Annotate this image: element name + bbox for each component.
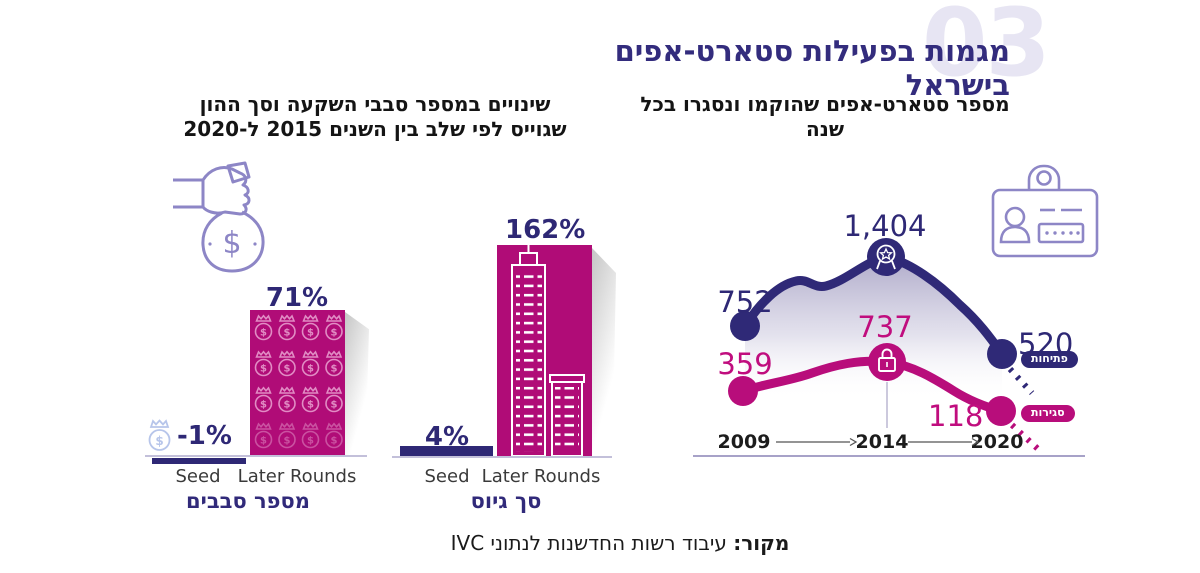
source-text: עיבוד רשות החדשנות לנתוני IVC xyxy=(450,531,727,555)
openings-peak-value: 1,404 xyxy=(843,209,927,243)
closures-end-value: 118 xyxy=(928,399,984,433)
openings-area xyxy=(745,257,1002,400)
id-card-icon xyxy=(991,164,1099,258)
openings-line xyxy=(740,252,1007,359)
bar-shadow-chart2 xyxy=(592,248,616,456)
year-arrow-icon xyxy=(908,437,980,447)
category-label-seed-chart2: Seed xyxy=(424,466,470,487)
seed-value-chart2: 4% xyxy=(424,422,470,452)
medal-icon xyxy=(876,244,896,270)
lock-icon xyxy=(878,348,896,372)
section-number: 03 xyxy=(922,0,1051,98)
page-title: מגמות בפעילות סטארט-אפים בישראל xyxy=(614,34,1010,102)
seed-value-chart1: -1% xyxy=(177,421,232,451)
seed-bar-chart2 xyxy=(400,446,493,456)
seed-moneybag-icon: $ xyxy=(148,419,171,451)
startups-line-chart xyxy=(728,238,1041,452)
openings-forecast-dotted xyxy=(1007,366,1035,396)
openings-peak-marker xyxy=(867,238,905,276)
openings-end-marker xyxy=(987,339,1017,369)
later-rounds-value-chart1: 71% xyxy=(265,283,329,313)
source-note: מקור: עיבוד רשות החדשנות לנתוני IVC xyxy=(320,531,920,555)
baseline-chart1 xyxy=(145,455,367,457)
closures-peak-value: 737 xyxy=(857,310,913,344)
year-label-2014: 2014 xyxy=(855,431,909,453)
later-rounds-value-chart2: 162% xyxy=(505,215,586,245)
source-prefix: מקור: xyxy=(733,531,790,555)
dollar-glyph: $ xyxy=(155,434,163,448)
bars-section-subtitle: שינויים במספר סבבי השקעה וסך ההון שגוייס… xyxy=(140,92,610,142)
closures-badge: סגירות xyxy=(1021,405,1075,422)
category-label-seed-chart1: Seed xyxy=(175,466,221,487)
category-label-later-chart1: Later Rounds xyxy=(237,466,357,487)
bars-subtitle-line1: שינויים במספר סבבי השקעה וסך ההון xyxy=(199,92,551,116)
skyscrapers-icon xyxy=(511,245,585,456)
year-label-2009: 2009 xyxy=(717,431,771,453)
chart2-title: סך גיוס xyxy=(470,489,542,513)
baseline-chart2 xyxy=(392,456,612,458)
bars-subtitle-line2: שגוייס לפי שלב בין השנים 2015 ל-2020 xyxy=(183,117,567,141)
hand-moneybag-icon: $ xyxy=(173,161,265,273)
later-rounds-bar-chart2 xyxy=(497,245,592,456)
chart1-title: מספר סבבים xyxy=(186,489,310,513)
closures-end-marker xyxy=(986,396,1016,426)
openings-badge: פתיחות xyxy=(1021,351,1078,368)
year-arrow-icon xyxy=(776,437,858,447)
dollar-glyph: $ xyxy=(222,226,241,261)
closures-start-value: 359 xyxy=(717,347,773,381)
openings-start-value: 752 xyxy=(717,285,773,319)
closures-start-marker xyxy=(728,376,758,406)
seed-value-group-chart1: $ -1% xyxy=(146,419,232,453)
closures-peak-marker xyxy=(868,343,906,381)
timeline-divider xyxy=(693,455,1085,457)
openings-start-marker xyxy=(730,311,760,341)
money-bag-pattern: $ xyxy=(254,314,343,449)
seed-bar-chart1 xyxy=(152,458,246,464)
category-label-later-chart2: Later Rounds xyxy=(481,466,601,487)
later-rounds-bar-chart1: $ xyxy=(250,310,345,455)
startups-subtitle: מספר סטארט-אפים שהוקמו ונסגרו בכל שנה xyxy=(640,92,1010,141)
year-label-2020: 2020 xyxy=(970,431,1024,453)
bar-shadow-chart1 xyxy=(345,312,369,456)
